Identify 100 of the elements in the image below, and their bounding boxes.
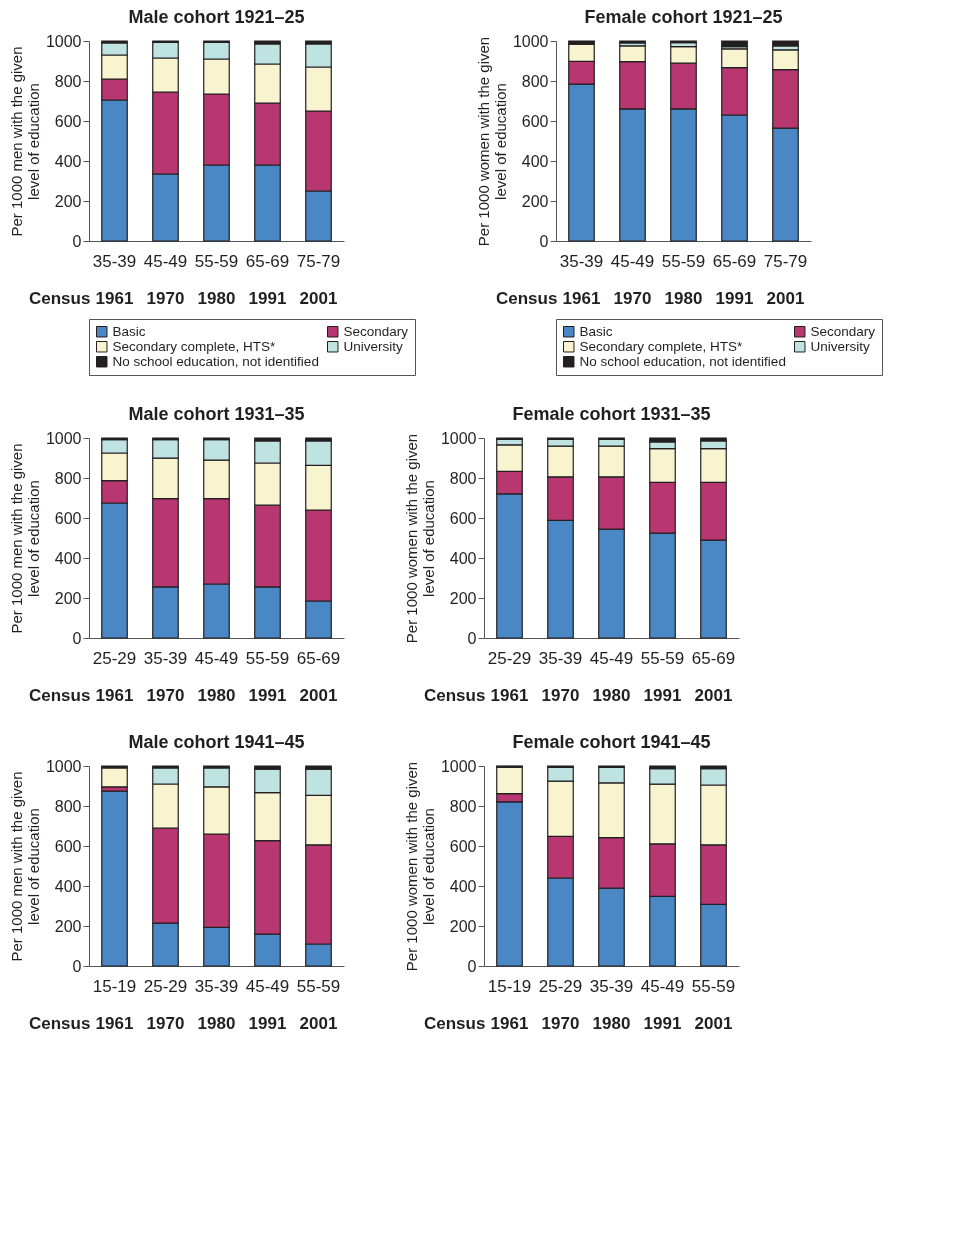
text: 2001 bbox=[299, 289, 338, 308]
y-tick-label: 600 bbox=[54, 112, 82, 130]
y-tick-label: 1000 bbox=[45, 757, 82, 775]
legend-label: Basic bbox=[579, 323, 613, 339]
y-tick-label: 800 bbox=[54, 797, 82, 815]
legend-label: Secondary bbox=[343, 323, 409, 339]
x-tick-label: 65-69 bbox=[712, 251, 757, 271]
text: Census bbox=[29, 686, 91, 705]
x-tick-label: 45-49 bbox=[143, 251, 188, 271]
x-tick-label: 45-49 bbox=[194, 648, 239, 668]
y-tick-label: 600 bbox=[54, 509, 82, 527]
y-tick-label: 1000 bbox=[440, 757, 477, 775]
y-tick-label: 400 bbox=[54, 152, 82, 170]
y-tick-label: 200 bbox=[54, 917, 82, 935]
legend-label: Secondary complete, HTS* bbox=[112, 338, 277, 354]
x-tick-label: 75-79 bbox=[296, 251, 341, 271]
y-tick-label: 400 bbox=[449, 877, 477, 895]
x-tick-label: 25-29 bbox=[92, 648, 137, 668]
x-tick-label: 45-49 bbox=[640, 976, 685, 996]
chart-title: Female cohort 1941–45 bbox=[512, 732, 711, 752]
y-tick-label: 200 bbox=[449, 589, 477, 607]
y-tick-label: 800 bbox=[449, 797, 477, 815]
x-tick-label: 55-59 bbox=[194, 251, 239, 271]
y-tick-label: 0 bbox=[539, 232, 549, 250]
text: 1970 bbox=[146, 686, 185, 705]
x-tick-label: 25-29 bbox=[143, 976, 188, 996]
text: 1961 bbox=[490, 1014, 529, 1033]
text: 1970 bbox=[146, 289, 185, 308]
y-tick-label: 200 bbox=[521, 192, 549, 210]
text: 1991 bbox=[643, 1014, 682, 1033]
legend-label: No school education, not identified bbox=[112, 353, 319, 369]
text: 2001 bbox=[299, 1014, 338, 1033]
x-tick-label: 55-59 bbox=[640, 648, 685, 668]
text: 1980 bbox=[592, 1014, 631, 1033]
legend-label: Secondary bbox=[810, 323, 876, 339]
x-tick-label: 35-39 bbox=[143, 648, 188, 668]
text: 1961 bbox=[95, 289, 134, 308]
y-tick-label: 0 bbox=[72, 957, 82, 975]
text: 1980 bbox=[197, 686, 236, 705]
text: 1980 bbox=[197, 289, 236, 308]
chart-title: Female cohort 1921–25 bbox=[584, 7, 783, 27]
y-tick-label: 0 bbox=[72, 629, 82, 647]
text: 1970 bbox=[613, 289, 652, 308]
text: 1980 bbox=[197, 1014, 236, 1033]
x-tick-label: 65-69 bbox=[296, 648, 341, 668]
text: 1970 bbox=[541, 686, 580, 705]
text: 1970 bbox=[541, 1014, 580, 1033]
text: 1991 bbox=[248, 686, 287, 705]
x-tick-label: 25-29 bbox=[487, 648, 532, 668]
y-axis-title: Per 1000 women with the given level of education bbox=[402, 433, 437, 644]
y-tick-label: 600 bbox=[449, 509, 477, 527]
bar bbox=[772, 40, 799, 47]
x-tick-label: 45-49 bbox=[245, 976, 290, 996]
text: Census bbox=[424, 1014, 486, 1033]
x-tick-label: 35-39 bbox=[538, 648, 583, 668]
text: 1991 bbox=[715, 289, 754, 308]
x-tick-label: 15-19 bbox=[487, 976, 532, 996]
text: Census bbox=[424, 686, 486, 705]
x-tick-label: 45-49 bbox=[589, 648, 634, 668]
chart-title: Male cohort 1931–35 bbox=[128, 404, 305, 424]
y-tick-label: 200 bbox=[54, 192, 82, 210]
x-tick-label: 35-39 bbox=[589, 976, 634, 996]
y-tick-label: 800 bbox=[54, 469, 82, 487]
x-tick-label: 65-69 bbox=[245, 251, 290, 271]
x-tick-label: 55-59 bbox=[245, 648, 290, 668]
y-axis-title: Per 1000 men with the given level of education bbox=[7, 443, 42, 634]
y-axis-title: Per 1000 women with the given level of education bbox=[402, 761, 437, 972]
y-tick-label: 1000 bbox=[45, 32, 82, 50]
text: 2001 bbox=[299, 686, 338, 705]
y-axis-title: Per 1000 women with the given level of education bbox=[474, 36, 509, 247]
x-tick-label: 65-69 bbox=[691, 648, 736, 668]
y-axis-title: Per 1000 men with the given level of education bbox=[7, 46, 42, 237]
text: 1980 bbox=[664, 289, 703, 308]
bar bbox=[721, 40, 748, 48]
text: 1980 bbox=[592, 686, 631, 705]
y-tick-label: 400 bbox=[449, 549, 477, 567]
text: 1961 bbox=[562, 289, 601, 308]
chart-title: Male cohort 1921–25 bbox=[128, 7, 305, 27]
y-tick-label: 200 bbox=[449, 917, 477, 935]
text: 2001 bbox=[766, 289, 805, 308]
y-tick-label: 400 bbox=[54, 549, 82, 567]
bar bbox=[101, 767, 128, 788]
x-tick-label: 55-59 bbox=[691, 976, 736, 996]
legend-label: Secondary complete, HTS* bbox=[579, 338, 744, 354]
x-tick-label: 25-29 bbox=[538, 976, 583, 996]
text: 1961 bbox=[95, 1014, 134, 1033]
legend-label: Basic bbox=[112, 323, 146, 339]
legend-label: University bbox=[343, 338, 404, 354]
text: 1970 bbox=[146, 1014, 185, 1033]
x-tick-label: 15-19 bbox=[92, 976, 137, 996]
x-tick-label: 55-59 bbox=[661, 251, 706, 271]
chart-title: Female cohort 1931–35 bbox=[512, 404, 711, 424]
y-tick-label: 400 bbox=[54, 877, 82, 895]
y-tick-label: 200 bbox=[54, 589, 82, 607]
x-tick-label: 35-39 bbox=[92, 251, 137, 271]
chart-title: Male cohort 1941–45 bbox=[128, 732, 305, 752]
text: Census bbox=[29, 1014, 91, 1033]
legend-label: No school education, not identified bbox=[579, 353, 786, 369]
y-tick-label: 0 bbox=[467, 629, 477, 647]
y-tick-label: 0 bbox=[467, 957, 477, 975]
